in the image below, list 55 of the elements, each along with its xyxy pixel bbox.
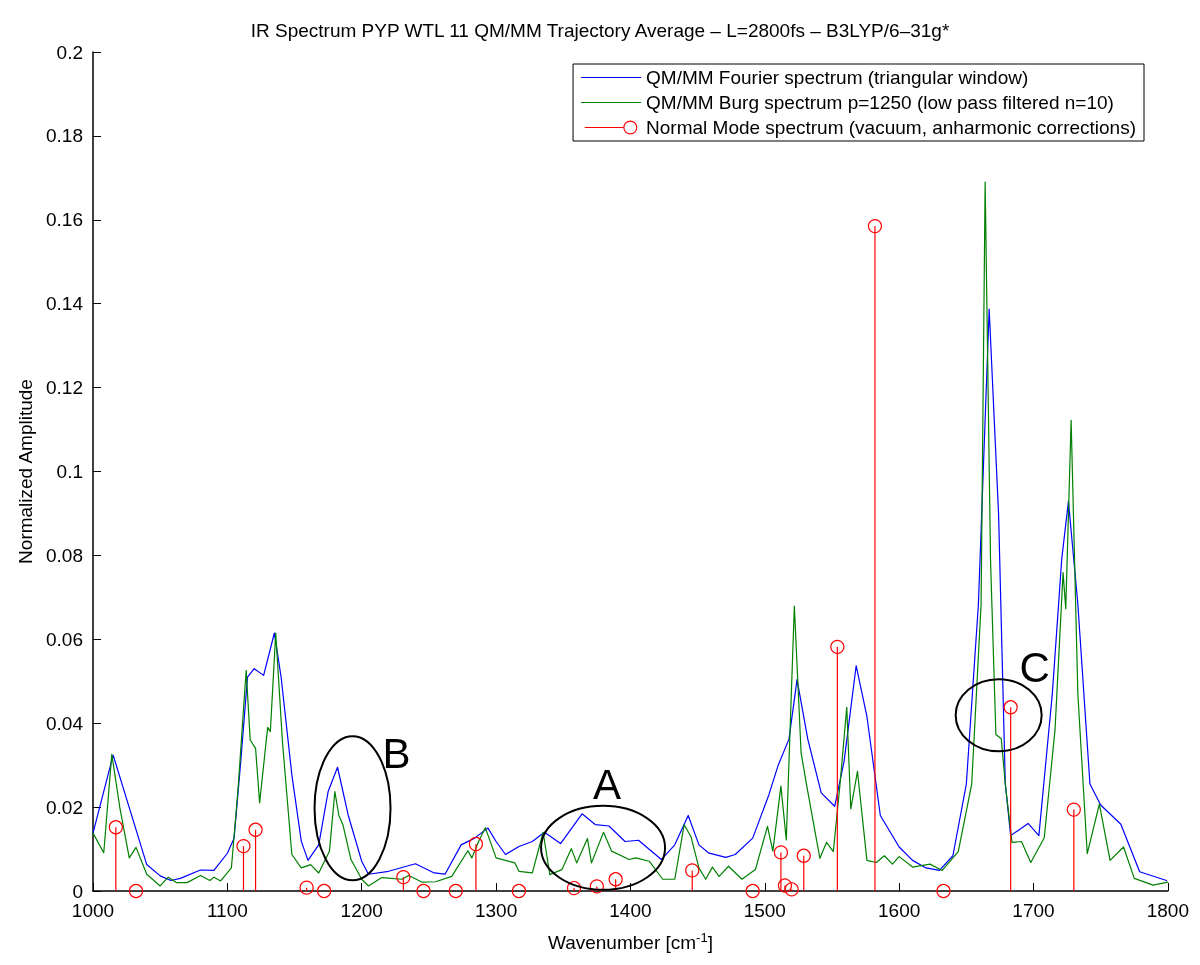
point: [128, 883, 144, 899]
point: [248, 822, 263, 837]
point: [317, 883, 332, 899]
point: [396, 870, 411, 885]
y-tick-label: 0.06: [46, 628, 83, 650]
point: [416, 883, 431, 899]
point: [745, 883, 760, 899]
y-axis-title: Normalized Amplitude: [15, 379, 36, 564]
point: [777, 878, 793, 893]
point: [1003, 700, 1018, 715]
x-tick-label: 1500: [743, 900, 786, 921]
x-tick-label: 1600: [878, 900, 921, 921]
x-tick-label: 1700: [1012, 900, 1055, 921]
point: [830, 639, 845, 654]
point: [608, 872, 623, 887]
x-tick-label: 1400: [609, 900, 652, 921]
chart-title: IR Spectrum PYP WTL 11 QM/MM Trajectory Average – L=2800fs – B3LYP/6–31g*: [250, 20, 950, 41]
annotation: A: [593, 761, 622, 809]
annotation: B: [382, 729, 411, 777]
point: [1066, 802, 1081, 817]
x-tick-label: 1300: [474, 900, 518, 921]
point: [936, 883, 951, 899]
x-tick-label: 1800: [1146, 900, 1190, 921]
legend-label: QM/MM Burg spectrum p=1250 (low pass filtered n=10): [646, 92, 1114, 113]
point: [867, 219, 883, 234]
y-tick-label: 0.1: [56, 461, 83, 482]
line-series: [92, 308, 1168, 882]
x-tick-label: 1200: [340, 900, 383, 921]
y-tick-label: 0: [72, 880, 83, 902]
point: [236, 839, 251, 854]
point: [566, 880, 582, 896]
y-tick-label: 0.04: [46, 712, 84, 734]
y-tick-label: 0.14: [46, 293, 84, 315]
point: [299, 880, 314, 895]
y-tick-label: 0.2: [56, 41, 83, 63]
point: [773, 845, 789, 860]
point: [468, 836, 484, 852]
point: [589, 879, 604, 894]
legend-label: QM/MM Fourier spectrum (triangular window): [646, 67, 1029, 88]
y-tick-label: 0.16: [46, 209, 83, 231]
annotation: C: [1019, 643, 1050, 691]
point: [784, 882, 799, 897]
y-tick-label: 0.12: [46, 377, 83, 399]
y-tick-label: 0.08: [46, 544, 83, 566]
point: [511, 883, 527, 899]
line-series: [92, 181, 1169, 887]
point: [796, 848, 811, 863]
y-tick-label: 0.02: [46, 796, 83, 818]
x-tick-label: 1000: [71, 900, 115, 921]
x-tick-label: 1100: [206, 900, 248, 921]
point: [448, 883, 463, 899]
point: [108, 820, 123, 835]
legend-label: Normal Mode spectrum (vacuum, anharmonic corrections): [646, 117, 1137, 138]
point: [685, 863, 700, 878]
y-tick-label: 0.18: [46, 125, 83, 147]
